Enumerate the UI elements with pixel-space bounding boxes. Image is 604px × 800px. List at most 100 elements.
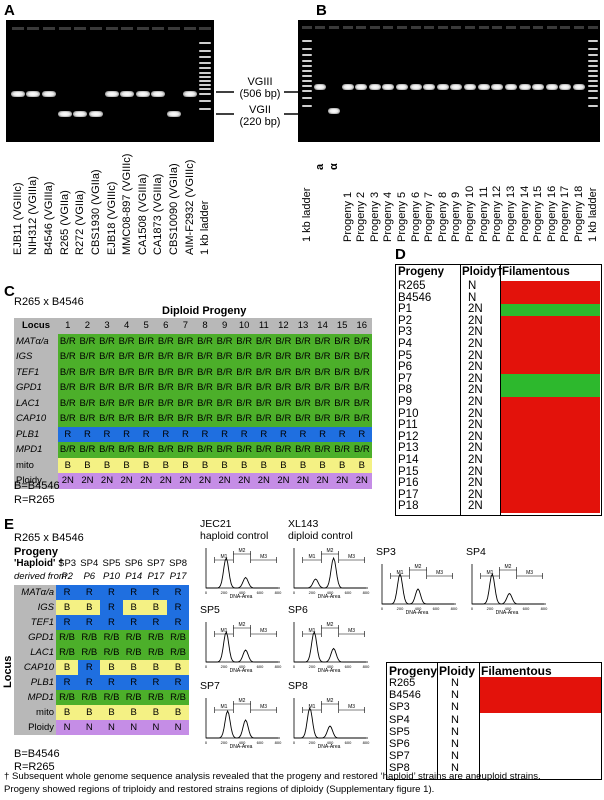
gate-marker [338, 557, 365, 563]
gel-b-lane-label: Progeny 11 [477, 186, 490, 242]
filamentous-cell [501, 501, 600, 513]
histogram-tick: 600 [345, 590, 352, 595]
gel-a-well [105, 27, 118, 30]
genotype-cell: 2N [77, 473, 98, 489]
histogram-tick: 800 [541, 606, 548, 611]
genotype-cell: R [78, 660, 101, 675]
gate-marker [338, 631, 365, 637]
gel-a-band-vgii [88, 111, 103, 117]
genotype-cell: B [100, 660, 123, 675]
genotype-cell: B/R [58, 333, 78, 349]
genotype-cell: R [156, 426, 176, 442]
genotype-cell: B/R [97, 380, 117, 396]
genotype-cell: B/R [136, 333, 156, 349]
gel-a-well [11, 27, 24, 30]
genotype-cell: B/R [214, 349, 235, 365]
genotype-cell: B/R [97, 364, 117, 380]
locus-name: IGS [14, 349, 58, 365]
gate-label: M1 [309, 704, 316, 710]
genotype-cell: B/R [214, 380, 235, 396]
panel-c-legend-r: R=R265 [14, 494, 55, 506]
panel-d-ploidy: 2N [468, 384, 483, 397]
genotype-cell: 2N [214, 473, 235, 489]
filamentous-cell [501, 385, 600, 397]
locus-name: CAP10 [14, 660, 56, 675]
genotype-cell: B [116, 457, 137, 473]
panel-d-ploidy: 2N [468, 326, 483, 339]
filamentous-cell [480, 677, 601, 713]
panel-d-progeny: P9 [398, 396, 413, 408]
panel-e-legend-b: B=B4546 [14, 748, 60, 760]
genotype-cell: B/R [312, 442, 333, 458]
gel-b-band-vgiii [464, 84, 477, 90]
genotype-cell: R/B [144, 690, 167, 705]
gel-b-well [465, 26, 476, 29]
genotype-cell: R [100, 615, 123, 630]
genotype-cell: B/R [293, 442, 313, 458]
panel-e-filament-table: Progeny Ploidy Filamentous R265 N B4546 N SP3 N S… [386, 662, 602, 780]
gate-label: M3 [260, 704, 267, 710]
ladder-band [301, 85, 312, 87]
progeny-column-header: 1 [58, 318, 78, 334]
genotype-cell: B/R [293, 395, 313, 411]
genotype-cell: B [78, 705, 101, 720]
genotype-cell: 2N [254, 473, 274, 489]
gate-marker [302, 631, 322, 637]
histogram-tick: 0 [293, 740, 296, 745]
panel-d-progeny: R265 [398, 280, 426, 292]
gate-label: M2 [415, 564, 422, 570]
histogram-tick: 0 [293, 590, 296, 595]
genotype-cell: B [254, 457, 274, 473]
derived-label: derived from [14, 571, 67, 582]
gate-label: M3 [526, 570, 533, 576]
gel-a-lane-label: CA1508 (VGIIIa) [136, 173, 149, 255]
filamentous-cell [501, 327, 600, 339]
panel-d-progeny: P18 [398, 500, 419, 513]
histogram-axis-label: DNA-Area [406, 610, 429, 616]
genotype-cell: B/R [156, 380, 176, 396]
genotype-cell: B/R [77, 380, 98, 396]
genotype-cell: R/B [78, 645, 101, 660]
filamentous-cell [501, 489, 600, 502]
gel-b-lane-label: Progeny 9 [450, 191, 463, 242]
ladder-band [301, 65, 312, 67]
histogram-trace [206, 556, 278, 589]
derived-from-cell: P2 [61, 571, 73, 582]
histogram-tick: 0 [205, 740, 208, 745]
gel-b-band-vgii [328, 108, 341, 114]
genotype-cell: N [78, 720, 101, 735]
panel-d-progeny: P2 [398, 314, 413, 327]
genotype-cell: B/R [352, 349, 372, 365]
genotype-cell: B/R [352, 395, 372, 411]
gel-a-well [152, 27, 165, 30]
ladder-band [301, 60, 312, 62]
histogram-tick: 400 [239, 590, 246, 595]
vgii-bp-label: (220 bp) [239, 116, 281, 128]
gel-b-lane-label: Progeny 3 [368, 191, 381, 242]
ladder-band [199, 88, 212, 90]
genotype-cell: R [254, 426, 274, 442]
genotype-cell: B/R [195, 364, 215, 380]
panel-d-ploidy: 2N [468, 454, 483, 466]
genotype-cell: B/R [116, 442, 137, 458]
gel-b-well [505, 26, 516, 29]
genotype-cell: B [100, 705, 123, 720]
genotype-cell: B/R [214, 411, 235, 427]
genotype-cell: R/B [56, 630, 79, 645]
gel-b-lane-label: Progeny 12 [491, 185, 504, 242]
gate-label: M1 [397, 570, 404, 576]
genotype-cell: B/R [312, 349, 333, 365]
genotype-cell: 2N [293, 473, 313, 489]
genotype-cell: B/R [156, 349, 176, 365]
panel-d-progeny: P15 [398, 465, 419, 478]
panel-e-table-progeny: SP5 [389, 725, 410, 738]
genotype-cell: B [273, 457, 294, 473]
panel-e-table-header: Filamentous [481, 664, 552, 678]
genotype-cell: B [122, 705, 145, 720]
genotype-cell: B [167, 705, 190, 720]
genotype-cell: R/B [144, 630, 167, 645]
genotype-cell: B/R [97, 349, 117, 365]
panel-d-header: Ploidy† [462, 266, 503, 278]
genotype-cell: B/R [214, 442, 235, 458]
gel-a-well [58, 27, 71, 30]
